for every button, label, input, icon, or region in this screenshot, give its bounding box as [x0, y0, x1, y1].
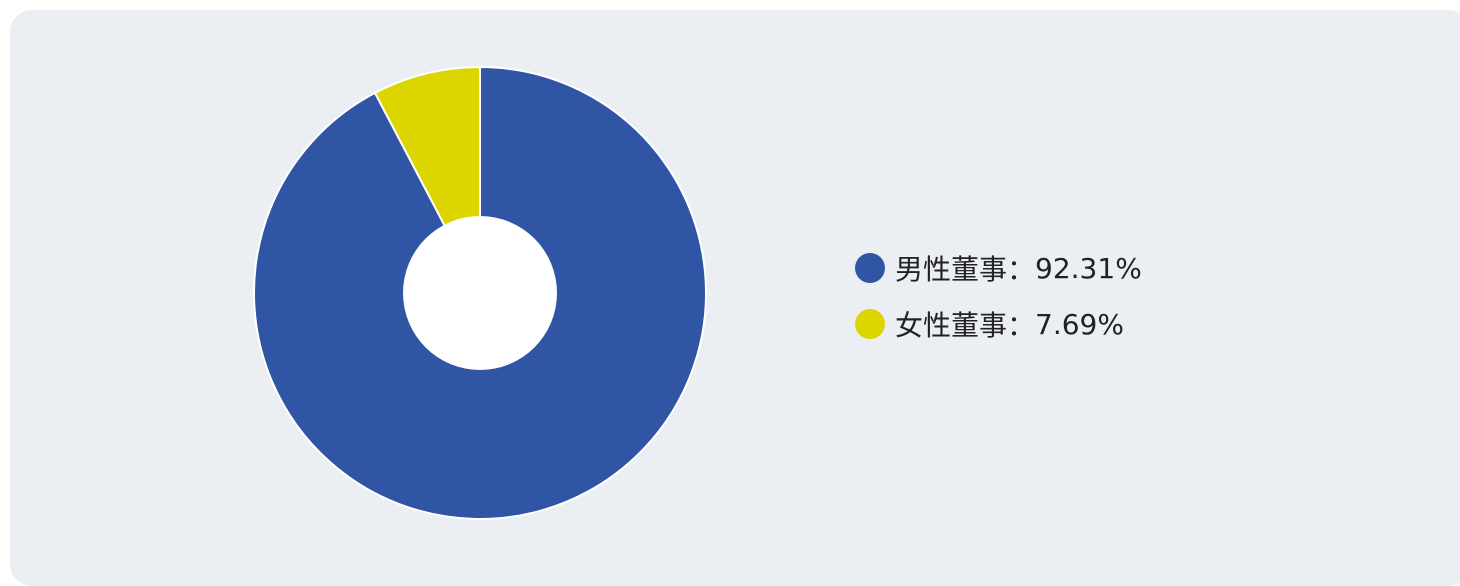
legend-item-male: 男性董事： 92.31%: [855, 250, 1142, 286]
legend-item-female: 女性董事： 7.69%: [855, 306, 1142, 342]
donut-hole: [403, 216, 557, 370]
legend-marker-male: [855, 253, 885, 283]
chart-legend: 男性董事： 92.31% 女性董事： 7.69%: [855, 250, 1142, 362]
legend-marker-female: [855, 309, 885, 339]
legend-label-male: 男性董事： 92.31%: [895, 251, 1142, 287]
chart-card: [10, 10, 1460, 586]
legend-label-female: 女性董事： 7.69%: [895, 307, 1124, 343]
